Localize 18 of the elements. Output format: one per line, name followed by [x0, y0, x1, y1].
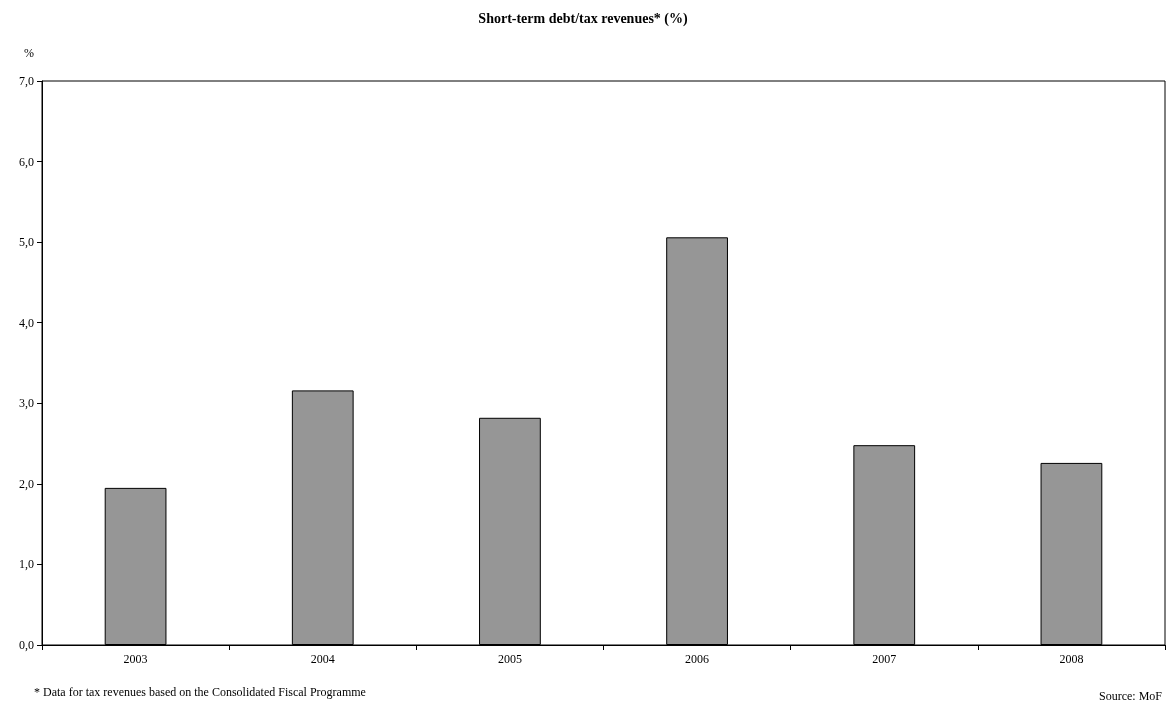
x-tick-label: 2005: [497, 652, 522, 666]
y-tick-label: 2,0: [19, 476, 34, 491]
x-tick-label: 2006: [685, 652, 710, 666]
y-tick-label: 0,0: [19, 638, 34, 652]
x-tick-label: 2007: [872, 652, 897, 666]
chart-title: Short-term debt/tax revenues* (%): [478, 10, 688, 27]
y-tick-label: 4,0: [19, 315, 34, 330]
y-tick-label: 5,0: [19, 235, 34, 250]
y-tick-label: 1,0: [19, 557, 34, 572]
y-tick-label: 7,0: [19, 74, 34, 88]
x-tick-label: 2003: [123, 652, 148, 666]
x-tick-label: 2004: [310, 652, 335, 666]
y-tick-label: 6,0: [19, 154, 34, 169]
y-tick-label: 3,0: [19, 396, 34, 411]
text: * Data for tax revenues based on the Consolidated Fiscal Programme: [34, 685, 366, 699]
source-note: Source: MoF: [1099, 689, 1163, 703]
x-tick-label: 2008: [1059, 652, 1084, 666]
y-axis-title: %: [24, 46, 34, 60]
